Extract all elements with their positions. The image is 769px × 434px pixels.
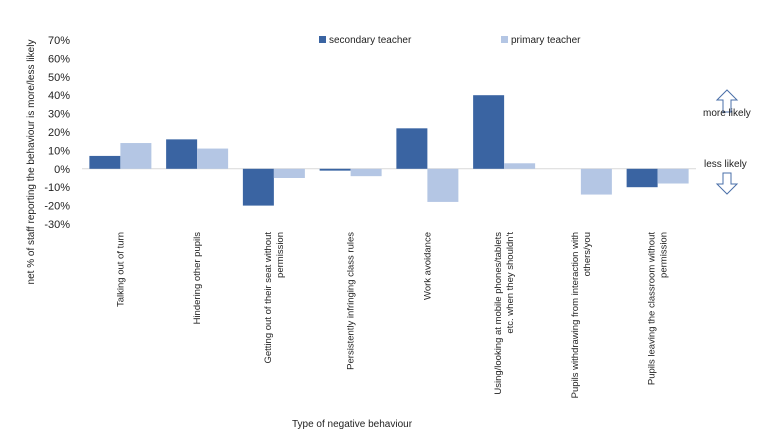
- legend-label-secondary: secondary teacher: [329, 35, 412, 46]
- bar-primary-3: [350, 168, 382, 177]
- bar-secondary-0: [89, 155, 121, 169]
- legend-swatch-primary: [501, 36, 508, 43]
- down-arrow-icon: [715, 172, 739, 195]
- category-label-line: permission: [275, 232, 286, 278]
- bar-primary-7: [657, 168, 689, 184]
- y-tick-label: -30%: [44, 219, 70, 231]
- likelihood-annotation: more likely less likely: [703, 89, 751, 195]
- category-label-line: Using/looking at mobile phones/tablets: [493, 232, 504, 395]
- category-label: Pupils withdrawing from interaction with…: [570, 232, 593, 398]
- category-label: Persistently infringing class rules: [346, 232, 357, 370]
- bar-secondary-2: [242, 168, 274, 206]
- legend: secondary teacher primary teacher: [319, 35, 581, 46]
- y-tick-label: 50%: [48, 72, 70, 84]
- category-label-line: permission: [659, 232, 670, 278]
- category-label-line: Getting out of their seat without: [263, 232, 274, 364]
- bar-primary-6: [580, 168, 612, 195]
- category-label-line: etc. when they shouldn't: [505, 232, 516, 334]
- bar-secondary-5: [473, 95, 505, 169]
- y-tick-label: 70%: [48, 35, 70, 47]
- y-axis-ticks: 70% 60% 50% 40% 30% 20% 10% 0% -10% -20% -30%: [44, 35, 70, 231]
- less-likely-label: less likely: [704, 159, 747, 170]
- y-tick-label: 30%: [48, 109, 70, 121]
- y-tick-label: 40%: [48, 90, 70, 102]
- y-tick-label: 60%: [48, 53, 70, 65]
- category-label-line: Pupils leaving the classroom without: [647, 232, 658, 385]
- bar-secondary-3: [319, 168, 351, 171]
- category-label: Hindering other pupils: [192, 232, 203, 325]
- y-tick-label: -10%: [44, 182, 70, 194]
- legend-label-primary: primary teacher: [511, 35, 581, 46]
- up-arrow-icon: [715, 89, 739, 113]
- y-axis-title: net % of staff reporting the behaviour i…: [26, 40, 37, 285]
- bar-secondary-1: [166, 139, 198, 169]
- more-likely-label: more likely: [703, 108, 751, 119]
- category-label-line: others/you: [582, 232, 593, 276]
- bar-secondary-4: [396, 128, 428, 169]
- category-labels: Talking out of turn Hindering other pupil…: [115, 232, 669, 399]
- bar-primary-5: [504, 163, 536, 169]
- y-tick-label: 10%: [48, 145, 70, 157]
- category-label: Using/looking at mobile phones/tabletset…: [493, 232, 516, 395]
- bar-primary-0: [120, 143, 152, 169]
- y-tick-label: 20%: [48, 127, 70, 139]
- legend-swatch-secondary: [319, 36, 326, 43]
- category-label: Work avoidance: [422, 232, 433, 300]
- category-label-line: Persistently infringing class rules: [346, 232, 357, 370]
- bar-primary-2: [273, 168, 305, 178]
- y-tick-label: -20%: [44, 201, 70, 213]
- bar-primary-1: [197, 148, 229, 169]
- category-label-line: Work avoidance: [422, 232, 433, 300]
- category-label-line: Talking out of turn: [115, 232, 126, 307]
- x-axis-title: Type of negative behaviour: [292, 419, 413, 430]
- bar-primary-4: [427, 168, 459, 202]
- y-tick-label: 0%: [54, 164, 70, 176]
- category-label: Talking out of turn: [115, 232, 126, 307]
- category-label: Getting out of their seat withoutpermiss…: [263, 232, 286, 364]
- category-label-line: Hindering other pupils: [192, 232, 203, 325]
- bar-secondary-7: [626, 168, 658, 188]
- bars: [89, 95, 689, 206]
- category-label: Pupils leaving the classroom withoutperm…: [647, 232, 670, 385]
- category-label-line: Pupils withdrawing from interaction with: [570, 232, 581, 398]
